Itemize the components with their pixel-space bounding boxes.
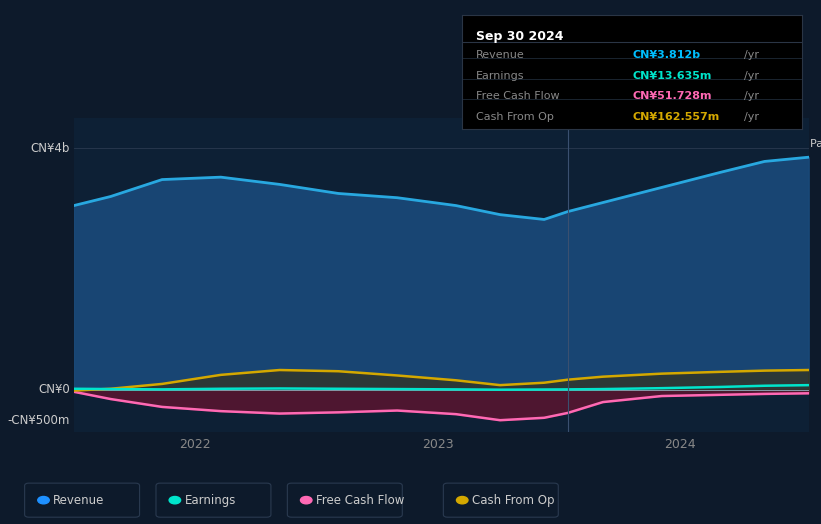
Text: -CN¥500m: -CN¥500m (8, 414, 71, 427)
Text: Revenue: Revenue (53, 494, 105, 507)
Text: CN¥4b: CN¥4b (31, 141, 71, 155)
Text: Free Cash Flow: Free Cash Flow (316, 494, 405, 507)
Text: Free Cash Flow: Free Cash Flow (476, 91, 559, 101)
Text: Earnings: Earnings (185, 494, 236, 507)
Text: Cash From Op: Cash From Op (472, 494, 554, 507)
Text: CN¥13.635m: CN¥13.635m (632, 71, 712, 81)
Text: CN¥162.557m: CN¥162.557m (632, 112, 719, 122)
Text: Earnings: Earnings (476, 71, 525, 81)
Text: Sep 30 2024: Sep 30 2024 (476, 29, 563, 42)
Text: CN¥51.728m: CN¥51.728m (632, 91, 712, 101)
Text: /yr: /yr (745, 71, 759, 81)
Text: Revenue: Revenue (476, 50, 525, 60)
Text: /yr: /yr (745, 91, 759, 101)
Text: CN¥3.812b: CN¥3.812b (632, 50, 700, 60)
Text: /yr: /yr (745, 112, 759, 122)
Text: Cash From Op: Cash From Op (476, 112, 553, 122)
Text: Past C: Past C (810, 139, 821, 149)
Text: /yr: /yr (745, 50, 759, 60)
Text: CN¥0: CN¥0 (39, 384, 71, 397)
